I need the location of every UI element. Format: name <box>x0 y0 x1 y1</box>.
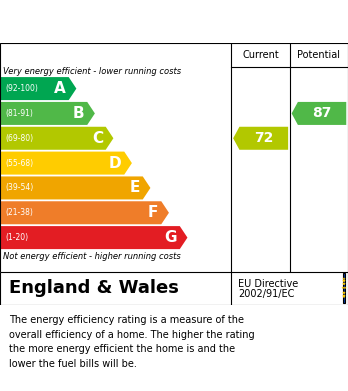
Polygon shape <box>233 127 288 150</box>
Text: B: B <box>73 106 85 121</box>
Text: The energy efficiency rating is a measure of the
overall efficiency of a home. T: The energy efficiency rating is a measur… <box>9 315 254 368</box>
Polygon shape <box>0 152 132 175</box>
Text: ★: ★ <box>341 286 345 291</box>
Text: G: G <box>165 230 177 245</box>
Text: Potential: Potential <box>298 50 340 60</box>
Text: D: D <box>109 156 121 170</box>
Text: Energy Efficiency Rating: Energy Efficiency Rating <box>9 14 230 29</box>
Text: 87: 87 <box>313 106 332 120</box>
Text: Not energy efficient - higher running costs: Not energy efficient - higher running co… <box>3 252 181 261</box>
Text: A: A <box>54 81 66 96</box>
Polygon shape <box>292 102 346 125</box>
Polygon shape <box>0 226 188 249</box>
Text: ★: ★ <box>342 286 346 291</box>
Text: ★: ★ <box>342 277 346 282</box>
Text: (1-20): (1-20) <box>5 233 28 242</box>
Text: C: C <box>92 131 103 146</box>
Polygon shape <box>0 176 150 199</box>
Text: ★: ★ <box>341 294 345 298</box>
Text: ★: ★ <box>341 282 345 286</box>
Text: (39-54): (39-54) <box>5 183 33 192</box>
Text: ★: ★ <box>342 279 346 283</box>
Polygon shape <box>0 127 113 150</box>
Text: Very energy efficient - lower running costs: Very energy efficient - lower running co… <box>3 67 182 76</box>
Text: EU Directive: EU Directive <box>238 280 299 289</box>
Text: ★: ★ <box>342 294 346 298</box>
Text: 2002/91/EC: 2002/91/EC <box>238 289 295 300</box>
Text: E: E <box>129 180 140 196</box>
Text: F: F <box>148 205 158 220</box>
Text: ★: ★ <box>341 291 345 295</box>
Text: 72: 72 <box>254 131 274 145</box>
Text: Current: Current <box>242 50 279 60</box>
Polygon shape <box>0 77 76 100</box>
Text: ★: ★ <box>342 295 346 300</box>
Text: ★: ★ <box>342 291 346 295</box>
Text: (69-80): (69-80) <box>5 134 33 143</box>
Text: ★: ★ <box>341 279 345 283</box>
Text: ★: ★ <box>342 282 346 286</box>
Text: (21-38): (21-38) <box>5 208 33 217</box>
Text: (92-100): (92-100) <box>5 84 38 93</box>
Text: England & Wales: England & Wales <box>9 279 179 298</box>
Polygon shape <box>0 201 169 224</box>
Text: (55-68): (55-68) <box>5 159 33 168</box>
Bar <box>343 273 345 303</box>
Polygon shape <box>0 102 95 125</box>
Text: (81-91): (81-91) <box>5 109 33 118</box>
